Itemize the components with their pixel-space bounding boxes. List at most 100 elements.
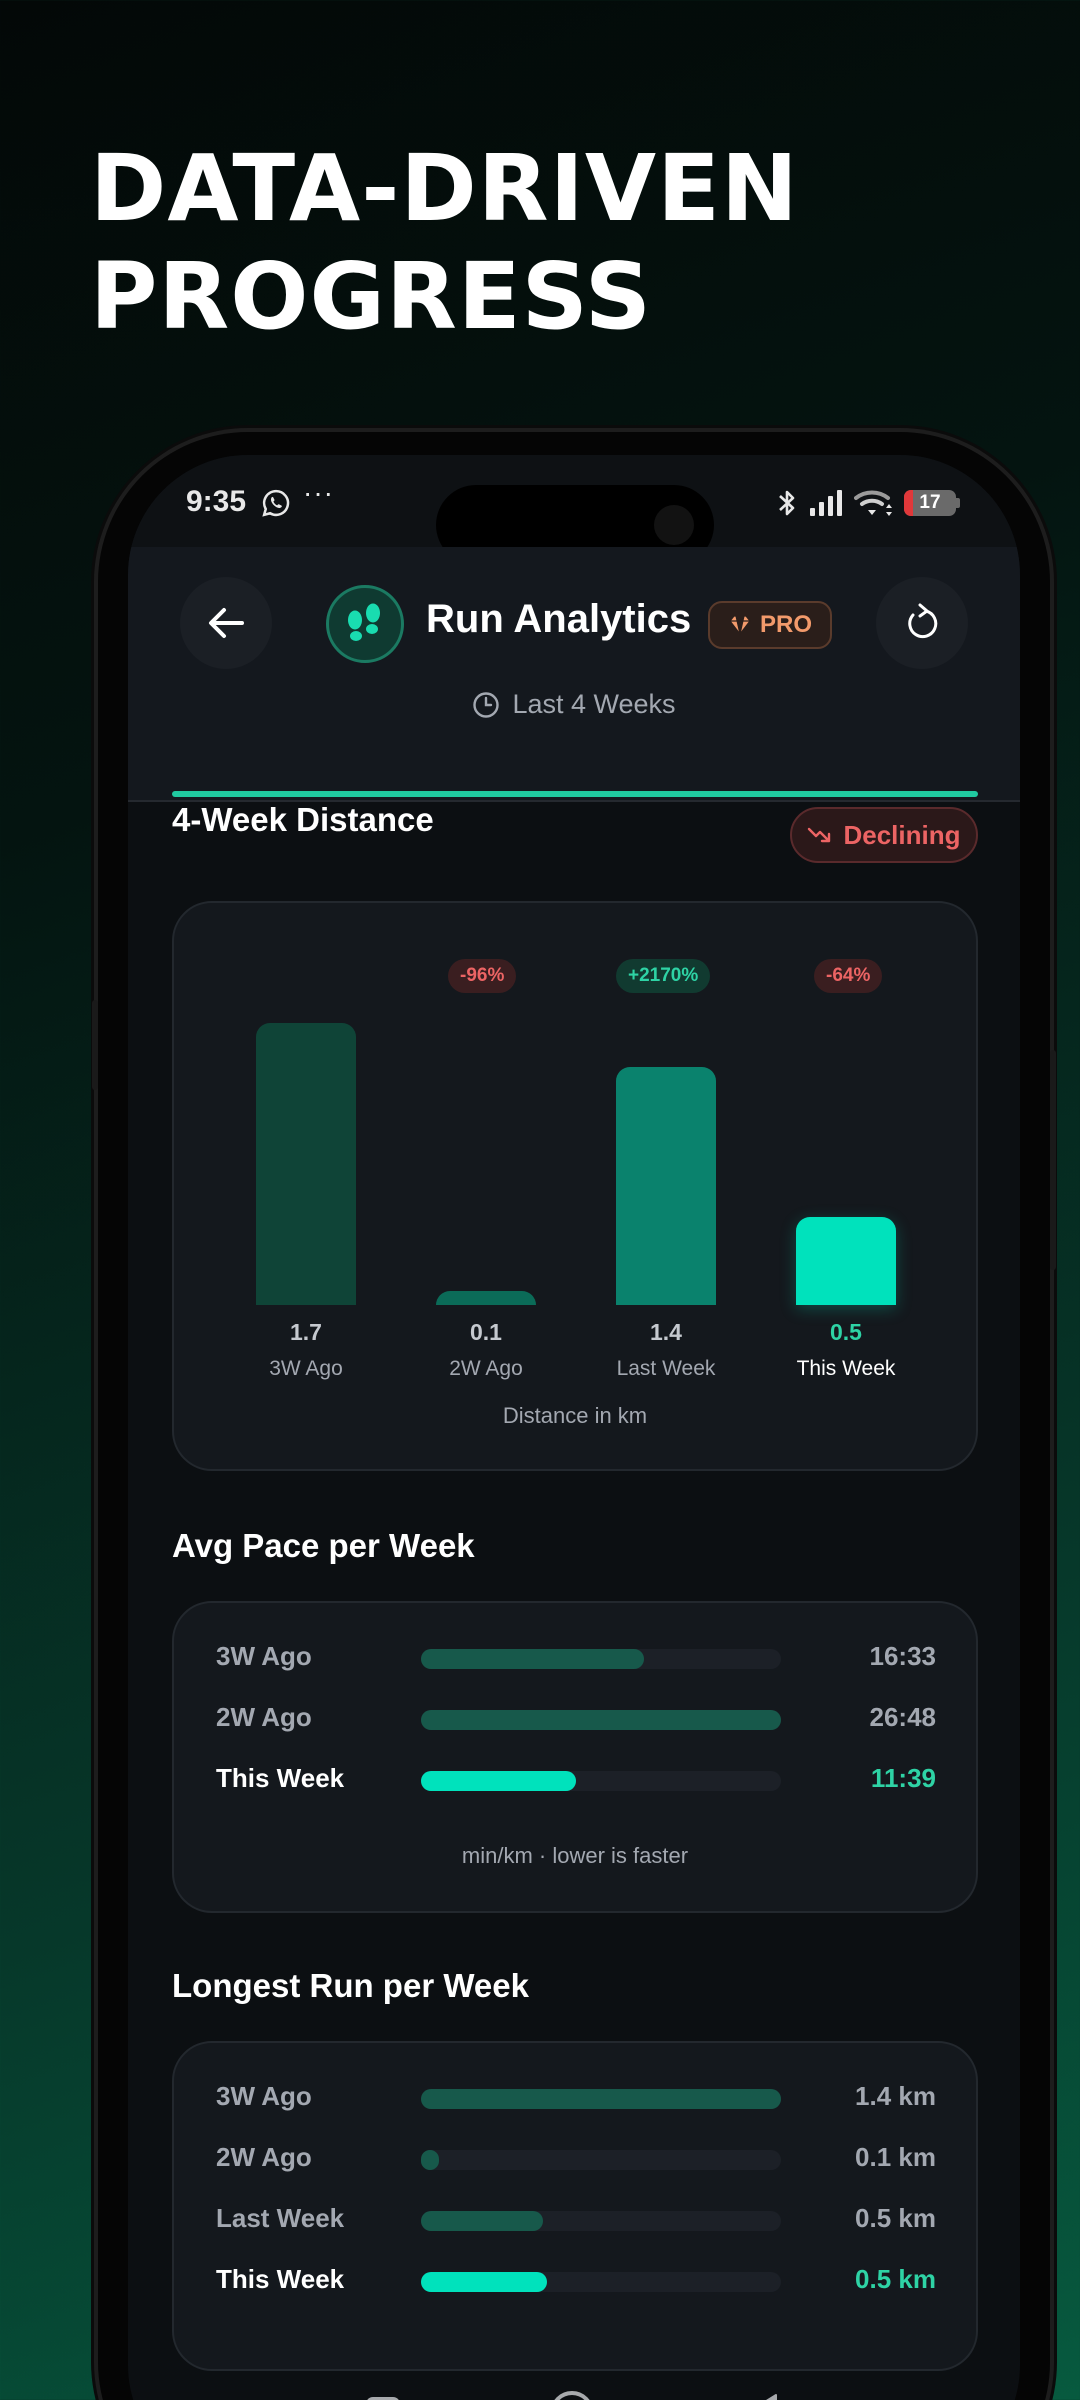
back-button[interactable] bbox=[180, 577, 272, 669]
distance-bar-chart: 1.7 3W Ago -96% 0.1 2W Ago +2170% 1.4 La… bbox=[174, 903, 976, 1469]
clock-icon bbox=[473, 691, 500, 718]
longest-row-label: Last Week bbox=[216, 2203, 345, 2233]
distance-chart-card: 1.7 3W Ago -96% 0.1 2W Ago +2170% 1.4 La… bbox=[172, 901, 978, 1471]
longest-row-value: 1.4 km bbox=[855, 2081, 936, 2111]
pace-row-current: This Week 11:39 bbox=[216, 1763, 936, 1803]
pro-badge[interactable]: PRO bbox=[708, 601, 833, 649]
pace-row: 3W Ago 16:33 bbox=[216, 1641, 936, 1681]
pace-track bbox=[421, 1710, 781, 1730]
app-logo bbox=[326, 585, 404, 663]
longest-section-title: Longest Run per Week bbox=[172, 1967, 529, 2004]
bar-value-current: 0.5 bbox=[830, 1319, 862, 1345]
bar-label: Last Week bbox=[616, 1357, 716, 1380]
bar-this-week[interactable] bbox=[796, 1217, 896, 1305]
system-icons: 17 bbox=[776, 487, 960, 519]
bar-2w-ago[interactable] bbox=[436, 1291, 536, 1305]
trend-label: Declining bbox=[843, 819, 961, 850]
bar-value: 1.7 bbox=[290, 1319, 322, 1345]
recents-square-icon[interactable] bbox=[366, 2397, 400, 2400]
more-dots-icon: ··· bbox=[303, 477, 334, 508]
headline-line-2: PROGRESS bbox=[90, 243, 653, 350]
period-tab[interactable]: Last 4 Weeks bbox=[128, 689, 1020, 720]
longest-row-value: 0.5 km bbox=[855, 2203, 936, 2233]
bar-3w-ago[interactable] bbox=[256, 1023, 356, 1305]
pace-row-value: 26:48 bbox=[869, 1702, 937, 1732]
change-badge: +2170% bbox=[616, 959, 711, 993]
diamond-icon bbox=[729, 615, 751, 635]
chart-caption: Distance in km bbox=[502, 1403, 648, 1428]
side-button-left bbox=[92, 1000, 98, 1090]
bar-label: 2W Ago bbox=[449, 1357, 523, 1380]
system-nav-bar bbox=[128, 2391, 1020, 2400]
phone-screen: 9:35 ··· bbox=[128, 455, 1020, 2400]
camera-icon bbox=[654, 505, 694, 545]
pace-row-label: This Week bbox=[216, 1763, 345, 1793]
home-circle-icon[interactable] bbox=[548, 2389, 596, 2400]
header-divider bbox=[128, 800, 1020, 802]
footprints-icon bbox=[348, 603, 380, 641]
app-header: Run Analytics PRO Last 4 Weeks bbox=[128, 547, 1020, 802]
pace-fill bbox=[421, 1649, 645, 1669]
trend-down-icon bbox=[808, 827, 831, 843]
longest-fill bbox=[421, 2272, 547, 2292]
longest-row: 3W Ago 1.4 km bbox=[216, 2081, 936, 2121]
whatsapp-icon bbox=[262, 489, 290, 517]
pace-row-value: 11:39 bbox=[870, 1763, 936, 1793]
change-badge: -96% bbox=[448, 959, 517, 993]
pace-track bbox=[421, 1771, 781, 1791]
longest-track bbox=[421, 2150, 781, 2170]
bluetooth-icon bbox=[779, 490, 795, 516]
pro-badge-label: PRO bbox=[760, 611, 813, 638]
longest-card: 3W Ago 1.4 km 2W Ago 0.1 km Last Week 0.… bbox=[172, 2041, 978, 2371]
longest-row-current: This Week 0.5 km bbox=[216, 2264, 936, 2304]
longest-row-value: 0.1 km bbox=[855, 2142, 936, 2172]
pace-fill bbox=[421, 1771, 576, 1791]
status-bar: 9:35 ··· bbox=[128, 455, 1020, 565]
wifi-icon bbox=[854, 490, 892, 516]
trend-badge: Declining bbox=[790, 807, 978, 863]
arrow-left-icon bbox=[209, 608, 244, 638]
refresh-icon bbox=[908, 603, 938, 639]
longest-fill bbox=[421, 2211, 544, 2231]
pace-row: 2W Ago 26:48 bbox=[216, 1702, 936, 1742]
longest-row-value: 0.5 km bbox=[855, 2264, 936, 2294]
distance-section-title: 4-Week Distance bbox=[172, 801, 434, 838]
longest-track bbox=[421, 2272, 781, 2292]
app-title: Run Analytics bbox=[426, 597, 692, 641]
battery-level-fill bbox=[904, 490, 913, 516]
bar-value: 0.1 bbox=[470, 1319, 502, 1345]
status-time: 9:35 bbox=[186, 485, 247, 518]
bar-last-week[interactable] bbox=[616, 1067, 716, 1305]
battery-icon: 17 bbox=[904, 490, 956, 516]
bar-column-this-week bbox=[796, 1217, 896, 1305]
promo-headline: DATA-DRIVEN PROGRESS bbox=[90, 135, 799, 351]
bar-column-last-week bbox=[616, 1067, 716, 1305]
bar-column-3w-ago bbox=[256, 1023, 356, 1305]
battery-level: 17 bbox=[919, 492, 941, 513]
battery-tip bbox=[956, 498, 960, 508]
longest-row-label: 2W Ago bbox=[216, 2142, 312, 2172]
pace-section-title: Avg Pace per Week bbox=[172, 1527, 475, 1564]
tab-indicator bbox=[172, 791, 978, 797]
period-label: Last 4 Weeks bbox=[512, 689, 676, 719]
bar-label-current: This Week bbox=[796, 1357, 896, 1380]
longest-row: 2W Ago 0.1 km bbox=[216, 2142, 936, 2182]
bar-label: 3W Ago bbox=[269, 1357, 343, 1380]
longest-row-label: This Week bbox=[216, 2264, 345, 2294]
refresh-button[interactable] bbox=[876, 577, 968, 669]
pace-fill bbox=[421, 1710, 781, 1730]
longest-row: Last Week 0.5 km bbox=[216, 2203, 936, 2243]
pace-card: 3W Ago 16:33 2W Ago 26:48 This Week 11:3… bbox=[172, 1601, 978, 1913]
pace-track bbox=[421, 1649, 781, 1669]
longest-fill bbox=[421, 2089, 781, 2109]
back-triangle-icon[interactable] bbox=[744, 2393, 778, 2400]
bar-value: 1.4 bbox=[650, 1319, 682, 1345]
pace-row-label: 2W Ago bbox=[216, 1702, 312, 1732]
pace-row-label: 3W Ago bbox=[216, 1641, 312, 1671]
signal-icon bbox=[810, 490, 842, 516]
side-button-right bbox=[1050, 1050, 1056, 1270]
pace-footnote: min/km · lower is faster bbox=[461, 1843, 689, 1868]
longest-track bbox=[421, 2089, 781, 2109]
longest-row-label: 3W Ago bbox=[216, 2081, 312, 2111]
bar-column-2w-ago bbox=[436, 1291, 536, 1305]
